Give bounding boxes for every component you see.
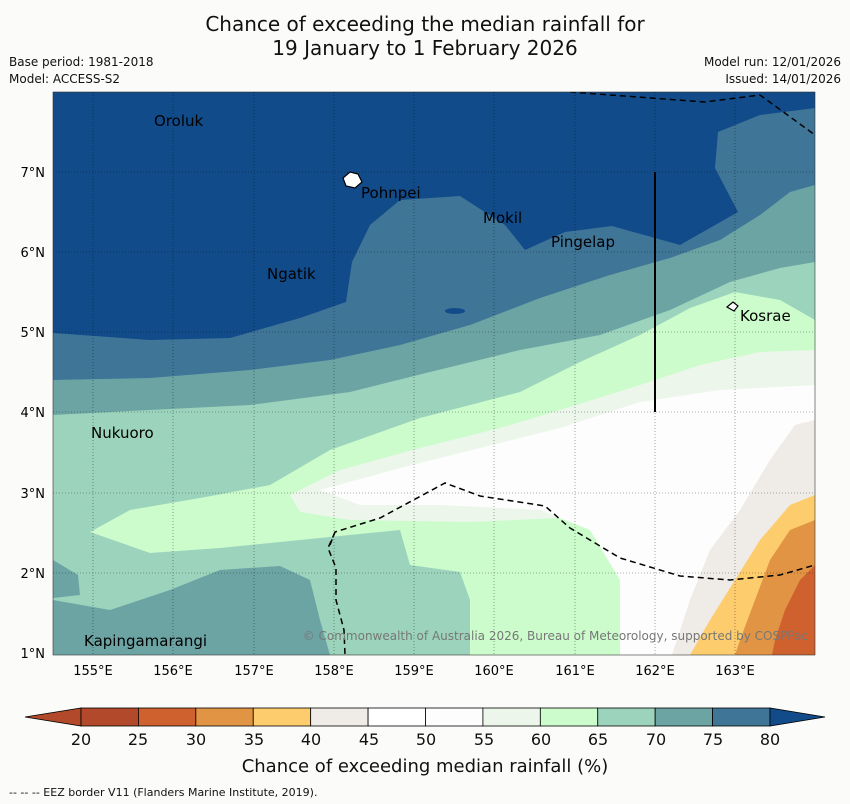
colorbar-segment [597,707,656,727]
place-oroluk: Oroluk [154,112,203,130]
colorbar-label: 70 [645,730,667,749]
place-nukuoro: Nukuoro [91,424,154,442]
colorbar-extend-high [769,707,826,727]
colorbar-title: Chance of exceeding median rainfall (%) [241,756,609,777]
issued-date: Issued: 14/01/2026 [725,72,841,86]
run-info: Model run: 12/01/2026 Issued: 14/01/2026 [704,54,841,88]
colorbar-segment [310,707,369,727]
colorbar-label: 50 [415,730,437,749]
base-info: Base period: 1981-2018 Model: ACCESS-S2 [9,54,154,88]
lat-tick: 2°N [21,567,46,582]
colorbar-label: 65 [587,730,609,749]
colorbar-segment [367,707,426,727]
lon-tick: 158°E [314,664,354,679]
eez-footnote: -- -- -- EEZ border V11 (Flanders Marine… [9,786,318,799]
lon-tick: 161°E [555,664,595,679]
title-line-2: 19 January to 1 February 2026 [272,36,578,60]
lon-tick: 156°E [153,664,193,679]
colorbar-label: 75 [702,730,724,749]
lat-tick: 3°N [21,487,46,502]
band-70-75-west [53,560,80,598]
colorbar-label: 25 [127,730,149,749]
lon-tick: 155°E [73,664,113,679]
colorbar-segment [482,707,541,727]
colorbar-segment [654,707,713,727]
place-kapingamarangi: Kapingamarangi [84,632,207,650]
colorbar-segment [252,707,312,727]
sea-speck [445,308,465,314]
lon-tick: 160°E [474,664,514,679]
colorbar-segment [80,707,139,727]
lon-tick: 159°E [394,664,434,679]
model-run: Model run: 12/01/2026 [703,55,841,69]
colorbar-segment [138,707,197,727]
colorbar-label: 35 [243,730,265,749]
lat-tick: 6°N [21,246,46,261]
title-line-1: Chance of exceeding the median rainfall … [205,12,645,36]
probability-field: Oroluk Pohnpei Mokil Pingelap Ngatik Kos… [53,92,815,655]
lat-tick: 4°N [21,406,46,421]
copyright-notice: © Commonwealth of Australia 2026, Bureau… [303,629,808,643]
colorbar-segment [712,707,771,727]
lat-tick: 5°N [21,326,46,341]
colorbar-extend-low [24,707,82,727]
lon-tick: 162°E [635,664,675,679]
place-pingelap: Pingelap [551,233,615,251]
band-above-80 [53,92,815,340]
kosrae-island [725,301,739,312]
colorbar-label: 45 [358,730,380,749]
place-mokil: Mokil [483,209,522,227]
lat-tick: 7°N [21,166,46,181]
lon-tick: 163°E [715,664,755,679]
eez-border-west [327,531,346,655]
map-title: Chance of exceeding the median rainfall … [0,12,850,60]
colorbar-segment [195,707,254,727]
lat-tick: 1°N [21,647,46,662]
pohnpei-island [342,171,363,189]
place-ngatik: Ngatik [267,265,316,283]
colorbar-label: 60 [530,730,552,749]
model-name: Model: ACCESS-S2 [9,72,121,86]
eez-border-north [569,92,815,136]
eez-border-south [329,482,815,581]
band-25-30 [772,565,815,655]
lon-axis: 155°E 156°E 157°E 158°E 159°E 160°E 161°… [73,664,755,679]
colorbar-label: 30 [185,730,207,749]
colorbar-label: 20 [70,730,92,749]
colorbar-segment [539,707,599,727]
place-kosrae: Kosrae [740,307,791,325]
place-pohnpei: Pohnpei [361,184,421,202]
lat-axis: 1°N 2°N 3°N 4°N 5°N 6°N 7°N [21,166,46,662]
colorbar [24,707,826,727]
colorbar-label: 40 [300,730,322,749]
colorbar-segment [425,707,484,727]
band-70-75-south [53,566,330,655]
colorbar-label: 80 [759,730,781,749]
base-period: Base period: 1981-2018 [9,55,154,69]
map-frame [52,91,816,656]
lon-tick: 157°E [234,664,274,679]
colorbar-label: 55 [473,730,495,749]
band-50-55 [320,385,815,655]
